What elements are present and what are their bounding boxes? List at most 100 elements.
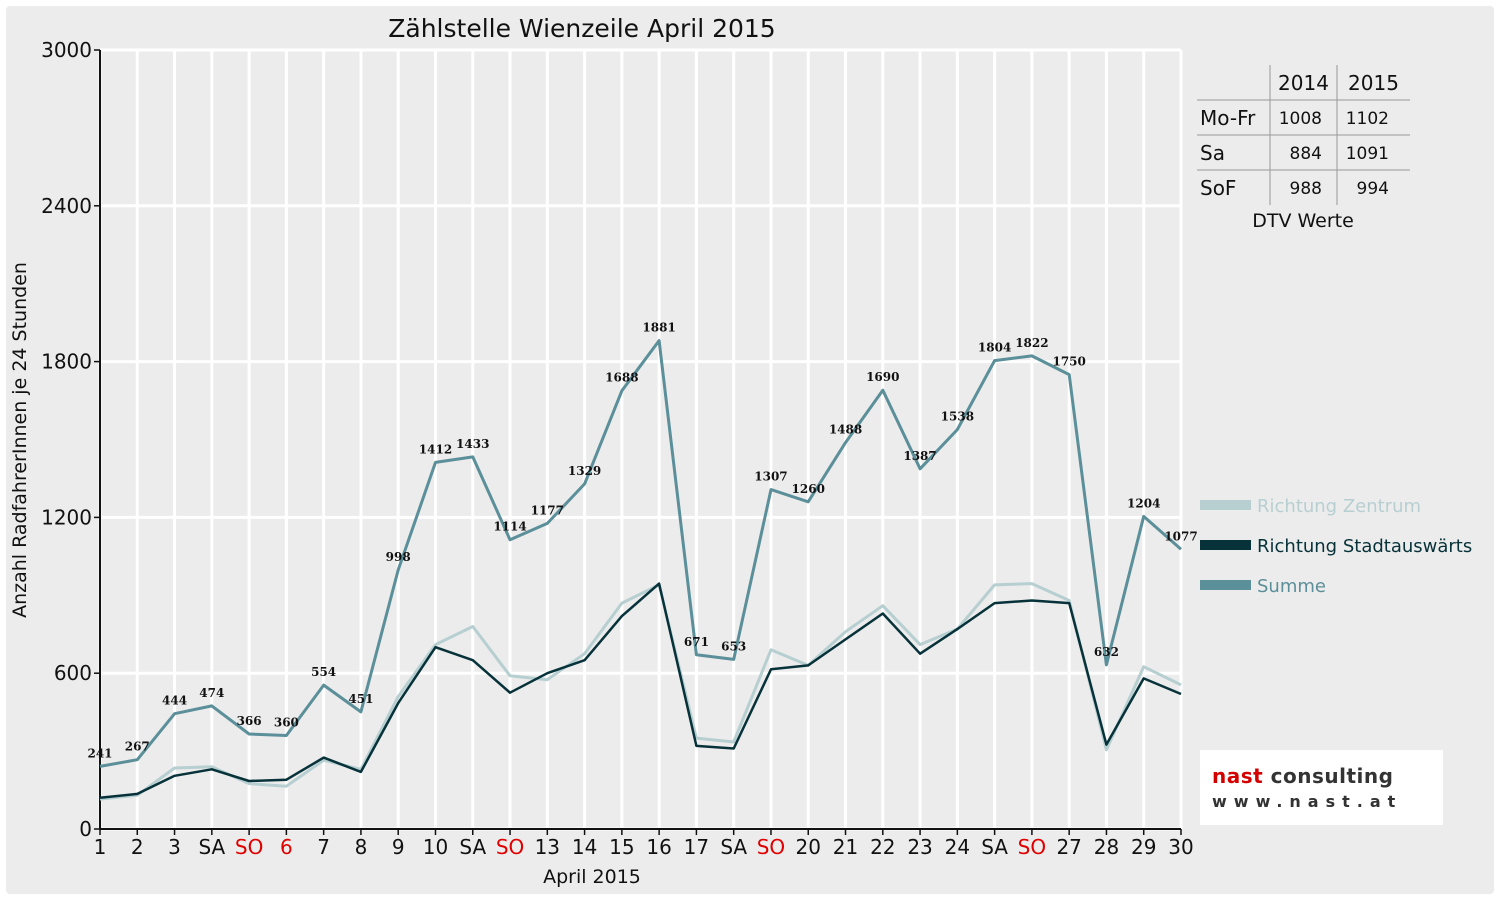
x-tick-label: 24 [945, 835, 970, 859]
series-line-3 [99, 339, 1182, 768]
logo-brand-red: nast [1212, 764, 1264, 788]
x-tick-label: 22 [870, 835, 895, 859]
data-label: 671 [684, 635, 709, 649]
data-label: 366 [237, 714, 262, 728]
x-tick-label: 2 [131, 835, 144, 859]
y-axis-label: Anzahl RadfahrerInnen je 24 Stunden [9, 262, 31, 618]
table-cell: 988 [1290, 179, 1322, 199]
y-tick-label: 2400 [41, 194, 92, 218]
table-cell: 1008 [1279, 109, 1322, 129]
y-tick-label: 3000 [41, 38, 92, 62]
data-labels: 241 267 444 474 366 360 554 451 998 1412 1433 1114 1… [87, 321, 1197, 761]
x-tick-label: 8 [355, 835, 368, 859]
data-label: 1822 [1015, 336, 1048, 350]
x-tick-label: 29 [1131, 835, 1156, 859]
series-group [99, 339, 1182, 801]
table-cell: 1102 [1346, 109, 1389, 129]
dtv-table: 2014 2015 Mo-Fr 1008 1102 Sa 884 1091 SoF 988 994D… [1197, 65, 1410, 232]
data-label: 267 [125, 740, 150, 754]
x-tick-label: 28 [1094, 835, 1119, 859]
legend-entry: Summe [1257, 576, 1326, 597]
x-tick-label: 27 [1056, 835, 1081, 859]
chart-frame [6, 6, 1494, 894]
legend-entry: Richtung Zentrum [1257, 496, 1421, 517]
data-label: 1488 [829, 423, 862, 437]
data-label: 653 [721, 639, 746, 653]
legend-swatch [1200, 580, 1251, 590]
x-tick-label: SA [198, 835, 225, 859]
x-tick-label: 23 [907, 835, 932, 859]
x-tick-label: 1 [94, 835, 107, 859]
data-label: 1688 [605, 371, 638, 385]
x-tick-label: 9 [392, 835, 405, 859]
data-label: 1881 [642, 321, 675, 335]
series-line-1 [99, 582, 1182, 801]
data-label: 998 [386, 550, 411, 564]
x-tick-label: 21 [833, 835, 858, 859]
x-tick-label: 15 [609, 835, 634, 859]
logo-url: www.nast.at [1212, 792, 1403, 811]
data-label: 632 [1094, 645, 1119, 659]
x-tick-label: SA [459, 835, 486, 859]
x-tick-label: 30 [1168, 835, 1193, 859]
legend: Richtung Zentrum Richtung Stadtauswärts Su… [1200, 496, 1472, 597]
x-tick-label: 20 [796, 835, 821, 859]
table-row-label: Sa [1200, 141, 1225, 165]
table-row-label: Mo-Fr [1200, 106, 1256, 130]
x-tick-label: 7 [317, 835, 330, 859]
x-axis-label: April 2015 [543, 866, 641, 888]
data-label: 1329 [568, 464, 601, 478]
x-tick-label: SO [757, 835, 785, 859]
data-label: 241 [87, 746, 112, 760]
data-label: 1804 [978, 341, 1011, 355]
data-label: 1412 [419, 442, 452, 456]
legend-entry: Richtung Stadtauswärts [1257, 536, 1472, 557]
x-tick-label: SO [1018, 835, 1046, 859]
table-cell: 884 [1290, 144, 1322, 164]
logo-brand-grey: consulting [1263, 764, 1394, 788]
data-label: 1690 [866, 370, 899, 384]
data-label: 1750 [1052, 355, 1085, 369]
data-label: 1077 [1164, 529, 1197, 543]
x-tick-label: 6 [280, 835, 293, 859]
logo-line1: nast consulting [1212, 764, 1393, 788]
x-tick-label: SO [235, 835, 263, 859]
grid [98, 48, 1183, 831]
data-label: 1260 [792, 482, 825, 496]
data-label: 1538 [941, 410, 974, 424]
x-tick-label: 13 [535, 835, 560, 859]
table-col-header: 2014 [1278, 71, 1329, 95]
x-tick-label: SA [720, 835, 747, 859]
data-label: 1177 [531, 503, 564, 517]
data-label: 1433 [456, 437, 489, 451]
x-tick-label: SO [496, 835, 524, 859]
x-tick-label: 17 [684, 835, 709, 859]
data-label: 1307 [754, 470, 787, 484]
x-tick-label: 3 [168, 835, 181, 859]
legend-swatch [1200, 500, 1251, 510]
y-tick-label: 600 [54, 661, 92, 685]
data-label: 554 [311, 665, 336, 679]
data-label: 360 [274, 716, 299, 730]
table-cell: 994 [1357, 179, 1389, 199]
data-label: 474 [199, 686, 224, 700]
data-label: 1204 [1127, 496, 1160, 510]
data-label: 1387 [903, 449, 936, 463]
x-tick-label: 14 [572, 835, 597, 859]
data-label: 451 [348, 692, 373, 706]
x-tick-label: 16 [646, 835, 671, 859]
legend-swatch [1200, 540, 1251, 550]
nast-consulting-logo: nast consulting www.nast.at [1200, 750, 1443, 825]
y-tick-label: 1200 [41, 505, 92, 529]
x-tick-label: 10 [423, 835, 448, 859]
table-col-header: 2015 [1348, 71, 1399, 95]
y-tick-label: 1800 [41, 350, 92, 374]
y-tick-label: 0 [79, 817, 92, 841]
table-row-label: SoF [1200, 176, 1236, 200]
chart-title: Zählstelle Wienzeile April 2015 [388, 14, 775, 43]
data-label: 1114 [493, 520, 526, 534]
series-line-2 [99, 582, 1182, 800]
x-tick-label: SA [981, 835, 1008, 859]
